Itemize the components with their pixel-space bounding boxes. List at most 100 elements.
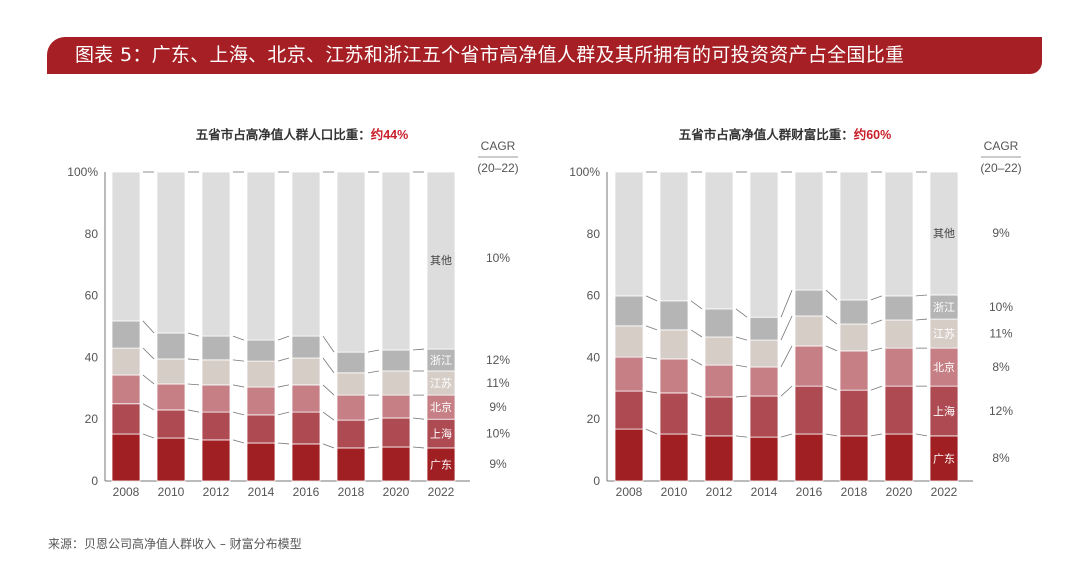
chart2-bar-广东-2008 [614, 428, 644, 482]
chart1-bar-北京-2018 [336, 394, 366, 421]
chart1-bar-上海-2016 [291, 411, 321, 445]
chart2-connector [825, 433, 838, 437]
chart2-bar-其他-2022 [929, 171, 959, 296]
chart1-bar-广东-2020 [381, 446, 411, 482]
chart2-x-tick-label: 2018 [841, 485, 868, 499]
chart1-segment-label-北京: 北京 [430, 400, 452, 414]
chart2-y-tick-label: 0 [593, 474, 600, 488]
chart1-y-tick-label: 60 [85, 289, 99, 303]
chart1-bar-广东-2022 [426, 447, 456, 482]
chart2-bar-浙江-2010 [659, 300, 689, 331]
chart1-bar-其他-2012 [201, 171, 231, 337]
chart2-bar-其他-2010 [659, 171, 689, 302]
chart2-bar-上海-2008 [614, 390, 644, 430]
chart1-x-tick-label: 2010 [158, 485, 185, 499]
chart1-connector [367, 349, 380, 353]
chart1-connector [232, 439, 245, 444]
chart1-connector [142, 403, 155, 411]
chart2-bar-浙江-2008 [614, 295, 644, 327]
chart2-bar-北京-2012 [704, 364, 734, 398]
chart1-bar-广东-2018 [336, 447, 366, 482]
chart1-connector [322, 357, 335, 374]
chart2-bar-其他-2016 [794, 171, 824, 291]
chart2-bar-其他-2014 [749, 171, 779, 318]
chart1-cagr-广东: 9% [489, 457, 507, 471]
chart2-segment-label-上海: 上海 [933, 404, 955, 418]
chart2-connector [645, 356, 658, 360]
chart1-bar-北京-2014 [246, 386, 276, 416]
chart2-bar-北京-2008 [614, 356, 644, 392]
chart1-bar-江苏-2010 [156, 358, 186, 385]
chart2-cagr-浙江: 10% [989, 300, 1013, 314]
chart1-connector [367, 370, 380, 374]
chart1-bar-广东-2014 [246, 442, 276, 482]
chart1-segment-label-江苏: 江苏 [430, 377, 452, 390]
chart1-bar-江苏-2008 [111, 347, 141, 376]
chart2-bar-上海-2020 [884, 385, 914, 435]
chart2-connector [645, 428, 658, 435]
chart2-connector [780, 345, 793, 368]
chart1-segment-label-其他: 其他 [430, 254, 452, 267]
chart2-bar-浙江-2022 [929, 294, 959, 320]
chart1-segment-label-浙江: 浙江 [430, 354, 452, 367]
chart1-connector [277, 335, 290, 341]
chart2-cagr-其他: 9% [992, 226, 1010, 240]
chart1-connector [412, 348, 425, 351]
chart2-connector [825, 345, 838, 352]
chart2-segment-label-浙江: 浙江 [933, 301, 955, 314]
chart2-connector [915, 433, 928, 437]
chart2-bar-浙江-2018 [839, 299, 869, 325]
chart1-bar-浙江-2010 [156, 332, 186, 360]
source-note: 来源：贝恩公司高净值人群收入 – 财富分布模型 [48, 537, 302, 551]
chart1-bar-上海-2018 [336, 419, 366, 449]
chart1-connector [142, 374, 155, 385]
chart1-y-tick-label: 0 [91, 474, 98, 488]
chart2-x-tick-label: 2022 [931, 485, 958, 499]
chart1-bar-上海-2020 [381, 417, 411, 448]
chart2-bar-浙江-2012 [704, 308, 734, 338]
chart2-bar-北京-2020 [884, 347, 914, 387]
chart2-bar-广东-2010 [659, 433, 689, 482]
chart2-cagr-period: (20–22) [980, 161, 1021, 175]
chart2-bar-江苏-2018 [839, 323, 869, 352]
chart1-bar-广东-2016 [291, 443, 321, 482]
chart2-connector [645, 295, 658, 302]
chart1-bar-广东-2010 [156, 437, 186, 482]
chart2-connector [735, 336, 748, 341]
chart2-title-text: 五省市占高净值人群财富比重： [679, 127, 854, 142]
chart2-bar-北京-2018 [839, 350, 869, 391]
chart2-connector [690, 358, 703, 366]
chart1-x-tick-label: 2008 [113, 485, 140, 499]
chart2-bar-江苏-2014 [749, 339, 779, 368]
chart2-bar-广东-2018 [839, 435, 869, 482]
chart1-bar-北京-2012 [201, 384, 231, 413]
chart2-connector [735, 395, 748, 398]
chart2-bar-江苏-2016 [794, 315, 824, 347]
chart1-bar-上海-2012 [201, 411, 231, 441]
chart2-segment-label-北京: 北京 [933, 360, 955, 374]
chart2-bar-上海-2018 [839, 389, 869, 437]
chart1-connector [232, 359, 245, 362]
chart2-cagr-header: CAGR [984, 139, 1019, 153]
chart1-connector [187, 409, 200, 413]
chart2-bar-上海-2016 [794, 385, 824, 435]
chart2-title-highlight: 约60% [854, 127, 892, 142]
chart1-bar-广东-2012 [201, 439, 231, 482]
chart2-connector [825, 385, 838, 391]
chart2-connector [870, 385, 883, 391]
chart2-bar-浙江-2014 [749, 316, 779, 341]
chart2-bar-江苏-2012 [704, 336, 734, 366]
chart1-bar-北京-2016 [291, 384, 321, 413]
chart1-connector [187, 383, 200, 386]
chart1-bar-浙江-2016 [291, 335, 321, 359]
chart2-x-tick-label: 2008 [616, 485, 643, 499]
chart1-connector [232, 335, 245, 341]
chart1-connector [232, 411, 245, 416]
chart1-cagr-江苏: 11% [486, 376, 509, 390]
chart2-connector [870, 347, 883, 352]
chart1-segment-label-上海: 上海 [430, 427, 452, 441]
chart1-bar-其他-2014 [246, 171, 276, 341]
chart1-x-tick-label: 2022 [428, 485, 455, 499]
chart1-bar-上海-2008 [111, 403, 141, 435]
chart2-bar-江苏-2020 [884, 319, 914, 349]
